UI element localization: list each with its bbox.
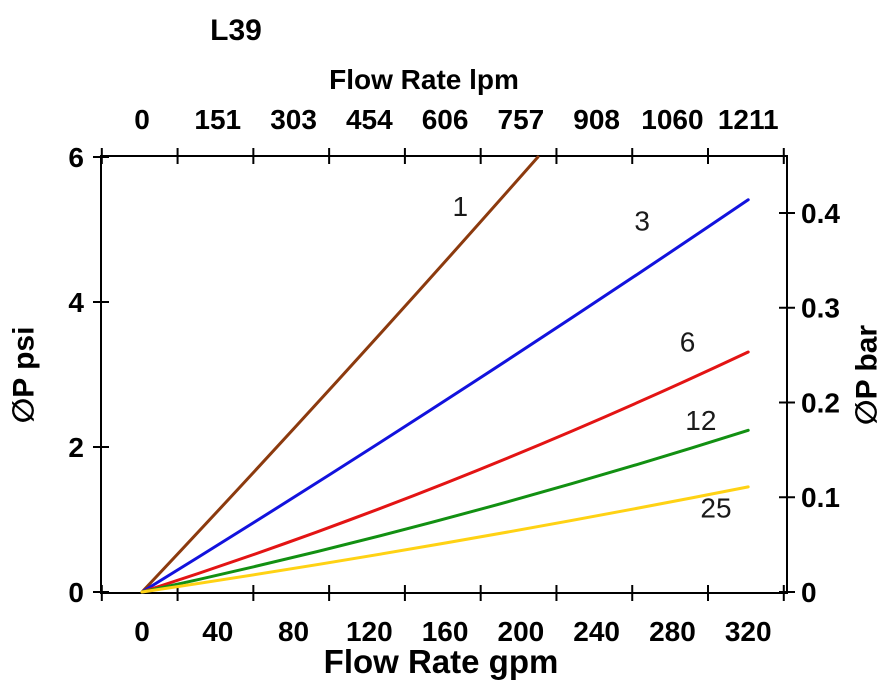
chart-title: L39 <box>210 14 262 47</box>
right-axis-title: ∅P bar <box>850 324 884 426</box>
x-tick-label-gpm: 160 <box>422 616 469 647</box>
x-tick-label-lpm: 454 <box>346 104 393 135</box>
x-tick-label-lpm: 757 <box>498 104 545 135</box>
y-tick-label-psi: 0 <box>68 577 84 608</box>
x-tick-label-gpm: 280 <box>649 616 696 647</box>
x-tick-label-lpm: 1060 <box>641 104 703 135</box>
curve-1 <box>140 155 540 594</box>
x-tick-label-gpm: 200 <box>498 616 545 647</box>
x-tick-label-lpm: 908 <box>573 104 620 135</box>
x-tick-label-gpm: 80 <box>278 616 309 647</box>
x-tick-label-gpm: 120 <box>346 616 393 647</box>
x-tick-label-gpm: 40 <box>202 616 233 647</box>
curve-label-12: 12 <box>685 405 716 436</box>
x-tick-label-gpm: 320 <box>725 616 772 647</box>
x-tick-label-lpm: 606 <box>422 104 469 135</box>
curve-label-3: 3 <box>634 206 650 237</box>
x-tick-label-lpm: 303 <box>270 104 317 135</box>
curve-label-6: 6 <box>680 327 696 358</box>
y-tick-label-bar: 0.2 <box>801 387 840 418</box>
curve-label-25: 25 <box>700 493 731 524</box>
curve-6 <box>140 350 750 594</box>
y-tick-label-psi: 4 <box>68 287 84 318</box>
x-tick-label-gpm: 0 <box>134 616 150 647</box>
x-tick-label-gpm: 240 <box>573 616 620 647</box>
plot-frame <box>100 155 788 594</box>
x-tick-label-lpm: 1211 <box>718 104 779 135</box>
bottom-axis-title: Flow Rate gpm <box>323 643 559 680</box>
y-tick-label-bar: 0.3 <box>801 293 840 324</box>
left-axis-title: ∅P psi <box>7 326 41 424</box>
y-tick-label-psi: 6 <box>68 142 84 173</box>
x-tick-label-lpm: 151 <box>194 104 241 135</box>
curve-12 <box>140 428 750 594</box>
curve-25 <box>140 485 750 594</box>
curve-3 <box>140 198 750 594</box>
top-axis-title: Flow Rate lpm <box>329 64 519 95</box>
y-tick-label-bar: 0.1 <box>801 482 840 513</box>
y-tick-label-psi: 2 <box>68 432 84 463</box>
curve-label-1: 1 <box>452 191 468 222</box>
y-tick-label-bar: 0 <box>801 577 817 608</box>
x-tick-label-lpm: 0 <box>134 104 150 135</box>
y-tick-label-bar: 0.4 <box>801 198 840 229</box>
